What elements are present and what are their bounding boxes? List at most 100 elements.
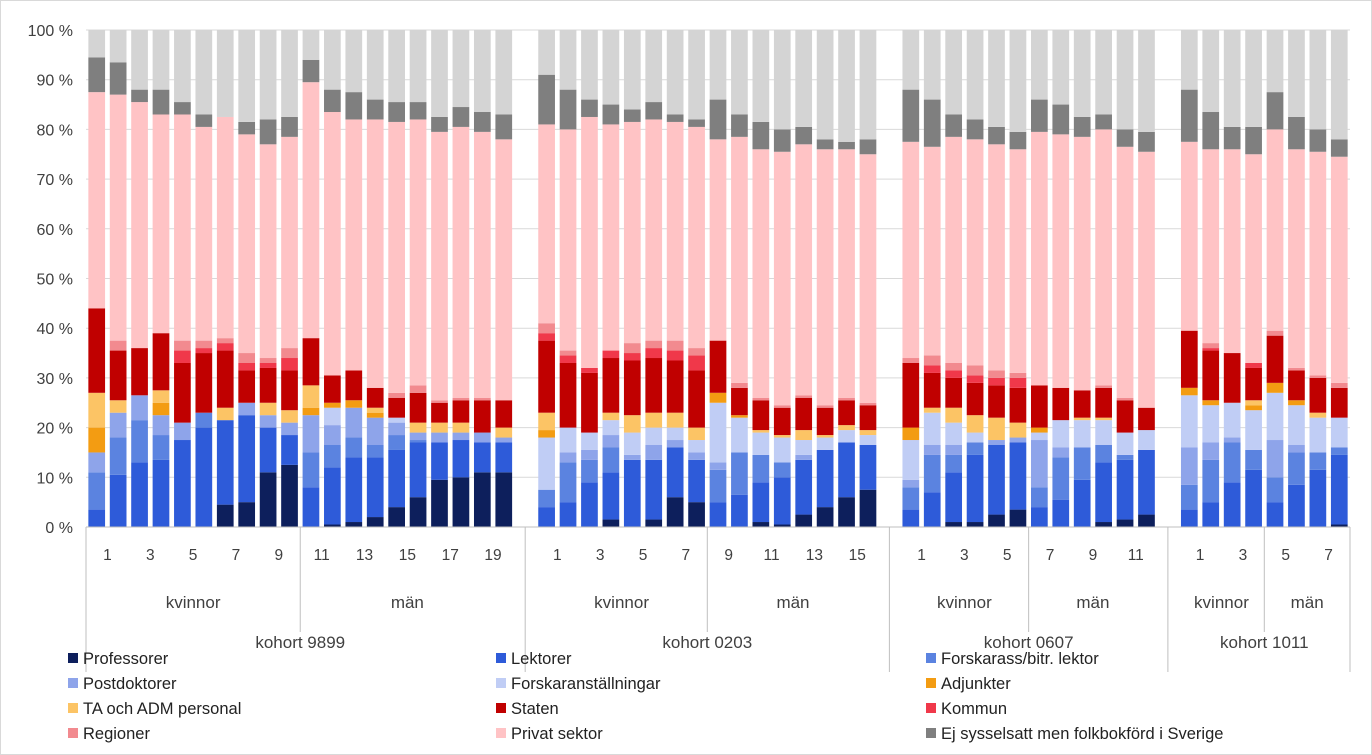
bar-segment — [109, 474, 127, 527]
bar-segment — [602, 472, 620, 520]
bar-segment — [773, 407, 791, 436]
bar-segment — [902, 427, 920, 441]
bar-segment — [966, 442, 984, 455]
bar-segment — [1288, 405, 1305, 445]
bar-segment — [581, 459, 598, 483]
bar-segment — [666, 427, 684, 441]
bar-segment — [259, 367, 277, 403]
y-tick-label: 30 % — [37, 371, 73, 388]
bar-segment — [773, 151, 791, 406]
bar-segment — [366, 517, 384, 527]
x-tick-label: 1 — [103, 547, 112, 564]
bar-segment — [838, 149, 855, 398]
x-tick-label: 3 — [1239, 547, 1248, 564]
cohort-label: kohort 1011 — [1220, 633, 1309, 652]
bar-segment — [152, 402, 170, 416]
legend-label: Forskaranställningar — [511, 675, 661, 693]
bar-segment — [174, 114, 191, 341]
bar-segment — [473, 397, 491, 401]
bar-segment — [1073, 447, 1091, 480]
bar-segment — [281, 116, 298, 137]
bar-segment — [645, 427, 663, 445]
bar-segment — [409, 442, 427, 498]
bar-segment — [1202, 348, 1220, 351]
bar-segment — [1052, 134, 1070, 388]
bar-segment — [752, 121, 770, 150]
bar-segment — [1202, 112, 1220, 150]
bar-segment — [945, 362, 963, 371]
bar-segment — [773, 405, 791, 408]
bar-segment — [238, 502, 256, 527]
x-tick-label: 17 — [442, 547, 459, 564]
x-tick-label: 5 — [1003, 547, 1012, 564]
bar-segment — [1245, 469, 1262, 527]
bar-segment — [1266, 502, 1284, 527]
y-axis-labels: 0 % 10 % 20 % 30 % 40 % 50 % 60 % 70 % 80 % 90 % 1… — [28, 23, 73, 537]
bar-segment — [388, 435, 405, 450]
bar-segment — [752, 522, 770, 527]
bar-segment — [1266, 129, 1284, 331]
bar-segment — [88, 308, 106, 393]
bar-segment — [966, 139, 984, 366]
bar-segment — [1202, 149, 1220, 344]
bar-segment — [1095, 462, 1112, 523]
bar-segment — [988, 377, 1005, 386]
bar-remainder — [174, 30, 191, 103]
bar-segment — [966, 119, 984, 140]
bar-segment — [1288, 400, 1305, 406]
bar-segment — [1031, 131, 1048, 386]
bar-segment — [195, 340, 213, 349]
bar-segment — [1116, 454, 1134, 460]
legend-swatch — [926, 728, 936, 738]
bar-segment — [923, 146, 941, 356]
bar-segment — [731, 494, 748, 527]
bar-segment — [1330, 139, 1348, 157]
bar-segment — [731, 415, 748, 418]
bar-segment — [1309, 417, 1327, 453]
bar-segment — [1116, 397, 1134, 401]
bar-segment — [152, 459, 170, 527]
bar-segment — [452, 432, 470, 441]
bar-segment — [816, 139, 834, 150]
bar-remainder — [1202, 30, 1220, 113]
bar-segment — [216, 407, 234, 421]
bar-segment — [366, 407, 384, 413]
group-label: kvinnor — [1194, 593, 1249, 612]
bar-segment — [1180, 395, 1198, 448]
bar-segment — [431, 400, 448, 403]
bar-segment — [623, 415, 641, 433]
bar-segment — [795, 440, 813, 455]
bar-segment — [709, 340, 727, 393]
bar-segment — [1009, 377, 1027, 388]
bar-segment — [709, 402, 727, 463]
bar-segment — [666, 114, 684, 122]
bar-segment — [966, 365, 984, 376]
bar-segment — [195, 348, 213, 354]
x-tick-label: 11 — [1128, 547, 1144, 564]
bar-segment — [324, 467, 341, 525]
bar-remainder — [1245, 30, 1262, 127]
bar-segment — [88, 452, 106, 473]
bar-remainder — [688, 30, 705, 120]
bar-segment — [1223, 126, 1241, 150]
legend-swatch — [926, 703, 936, 713]
bar-remainder — [109, 30, 127, 63]
bar-segment — [88, 509, 106, 527]
bar-remainder — [238, 30, 256, 122]
bar-segment — [666, 497, 684, 527]
bar-segment — [1073, 390, 1091, 418]
bar-segment — [109, 437, 127, 475]
bar-segment — [259, 144, 277, 359]
bar-segment — [538, 412, 555, 431]
bar-segment — [1180, 387, 1198, 396]
bars — [88, 30, 1348, 527]
bar-remainder — [923, 30, 941, 100]
bar-segment — [302, 82, 320, 339]
bar-segment — [1180, 447, 1198, 485]
bar-segment — [302, 415, 320, 453]
bar-segment — [495, 400, 513, 428]
bar-segment — [1245, 400, 1262, 406]
x-tick-label: 9 — [275, 547, 284, 564]
bar-segment — [1330, 454, 1348, 525]
legend-label: Privat sektor — [511, 725, 603, 743]
